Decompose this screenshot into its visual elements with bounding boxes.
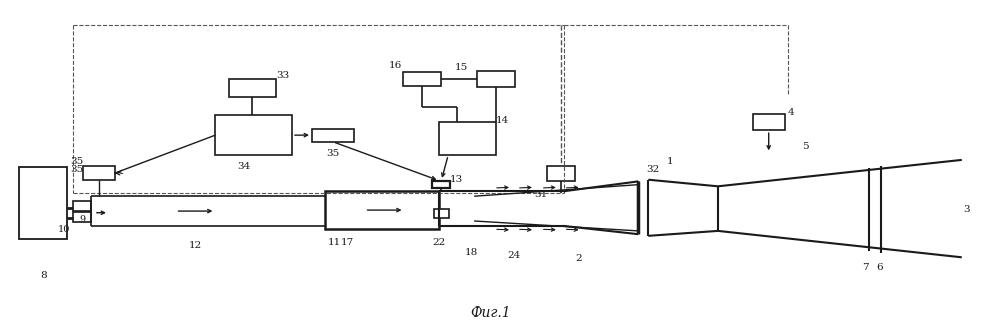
Text: 35: 35	[71, 165, 84, 174]
Text: 9: 9	[79, 215, 85, 224]
Text: 33: 33	[276, 71, 289, 80]
Text: 34: 34	[238, 162, 250, 171]
Text: 16: 16	[389, 61, 402, 70]
Text: 10: 10	[58, 225, 70, 234]
Bar	[547, 166, 575, 181]
Bar	[403, 72, 441, 86]
Text: 2: 2	[575, 254, 582, 263]
Bar	[216, 115, 292, 155]
Bar	[230, 79, 276, 97]
Bar	[312, 129, 353, 142]
Bar	[432, 181, 450, 188]
Text: 13: 13	[449, 174, 463, 183]
Bar	[752, 114, 784, 130]
Text: 22: 22	[433, 238, 446, 247]
Text: 15: 15	[454, 63, 468, 72]
Bar	[434, 209, 449, 218]
Text: 1: 1	[667, 157, 674, 166]
Text: 18: 18	[464, 248, 478, 257]
Text: 3: 3	[963, 205, 970, 214]
Text: 6: 6	[876, 263, 882, 272]
Text: Фиг.1: Фиг.1	[471, 306, 511, 320]
Text: 12: 12	[189, 241, 202, 250]
Bar	[439, 122, 496, 155]
Text: 35: 35	[326, 149, 339, 158]
Text: 4: 4	[787, 108, 794, 117]
Text: 11: 11	[328, 238, 341, 247]
Text: 35: 35	[71, 157, 84, 166]
Text: 31: 31	[534, 190, 548, 199]
Text: 7: 7	[862, 263, 868, 272]
Bar	[324, 191, 439, 229]
Text: 24: 24	[507, 251, 521, 260]
Text: 14: 14	[495, 117, 509, 126]
Bar	[477, 71, 515, 87]
Text: 8: 8	[40, 271, 47, 280]
Text: 5: 5	[802, 142, 808, 151]
Text: 32: 32	[647, 165, 660, 174]
Text: 17: 17	[341, 238, 354, 247]
Bar	[19, 166, 67, 239]
Bar	[73, 212, 91, 222]
Bar	[73, 201, 91, 211]
Bar	[83, 166, 115, 180]
